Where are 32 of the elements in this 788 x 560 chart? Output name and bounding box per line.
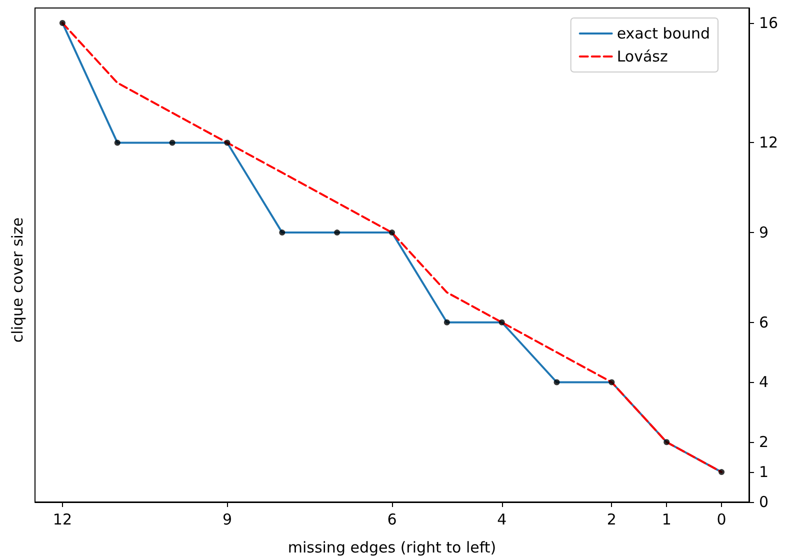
point	[59, 20, 66, 26]
legend-label: exact bound	[616, 24, 710, 42]
point	[498, 319, 505, 326]
y-tick-label: 1	[759, 463, 769, 482]
y-tick-label: 2	[759, 433, 769, 452]
x-tick-label: 6	[387, 510, 397, 528]
point	[608, 379, 615, 386]
y-tick-label: 16	[759, 14, 778, 32]
point	[334, 230, 340, 236]
point	[718, 469, 725, 476]
y-tick-label: 12	[759, 134, 778, 152]
x-tick-label: 1	[662, 510, 672, 528]
legend-label: Lovász	[616, 48, 668, 66]
point	[444, 319, 450, 326]
x-tick-label: 2	[606, 510, 616, 528]
point	[389, 230, 395, 236]
point	[224, 140, 230, 146]
x-tick-label: 9	[222, 510, 232, 528]
point	[279, 230, 286, 236]
point	[664, 439, 670, 446]
x-tick-label: 12	[52, 510, 72, 528]
y-tick-label: 9	[759, 224, 769, 242]
x-tick-label: 4	[497, 510, 507, 528]
point	[554, 379, 560, 386]
y-tick-label: 0	[759, 493, 769, 511]
x-tick-label: 0	[716, 510, 726, 528]
point	[169, 140, 176, 146]
x-axis-title: missing edges (right to left)	[288, 538, 496, 556]
y-axis-title: clique cover size	[8, 217, 26, 343]
point	[114, 140, 120, 146]
y-tick-label: 6	[759, 313, 769, 332]
y-tick-label: 4	[759, 373, 769, 392]
